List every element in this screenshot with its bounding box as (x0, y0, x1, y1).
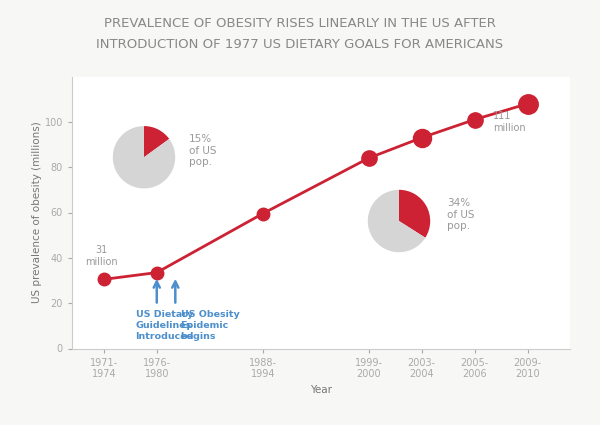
Text: 34%
of US
pop.: 34% of US pop. (447, 198, 475, 231)
Wedge shape (368, 190, 425, 252)
Wedge shape (113, 126, 175, 188)
Text: 111
million: 111 million (493, 111, 526, 133)
Y-axis label: US prevalence of obesity (millions): US prevalence of obesity (millions) (32, 122, 42, 303)
Wedge shape (399, 190, 430, 238)
Wedge shape (144, 126, 169, 157)
X-axis label: Year: Year (310, 385, 332, 395)
Text: 15%
of US
pop.: 15% of US pop. (189, 134, 217, 167)
Text: US Dietary
Guidelines
Introduced: US Dietary Guidelines Introduced (136, 310, 194, 341)
Text: PREVALENCE OF OBESITY RISES LINEARLY IN THE US AFTER: PREVALENCE OF OBESITY RISES LINEARLY IN … (104, 17, 496, 30)
Text: INTRODUCTION OF 1977 US DIETARY GOALS FOR AMERICANS: INTRODUCTION OF 1977 US DIETARY GOALS FO… (97, 38, 503, 51)
Text: 31
million: 31 million (85, 245, 118, 267)
Text: US Obesity
Epidemic
begins: US Obesity Epidemic begins (181, 310, 239, 341)
